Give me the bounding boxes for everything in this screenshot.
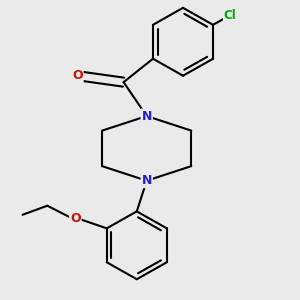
Text: N: N [142, 110, 152, 123]
Text: O: O [72, 69, 83, 82]
Text: N: N [142, 174, 152, 187]
Text: O: O [70, 212, 81, 224]
Text: Cl: Cl [224, 9, 237, 22]
